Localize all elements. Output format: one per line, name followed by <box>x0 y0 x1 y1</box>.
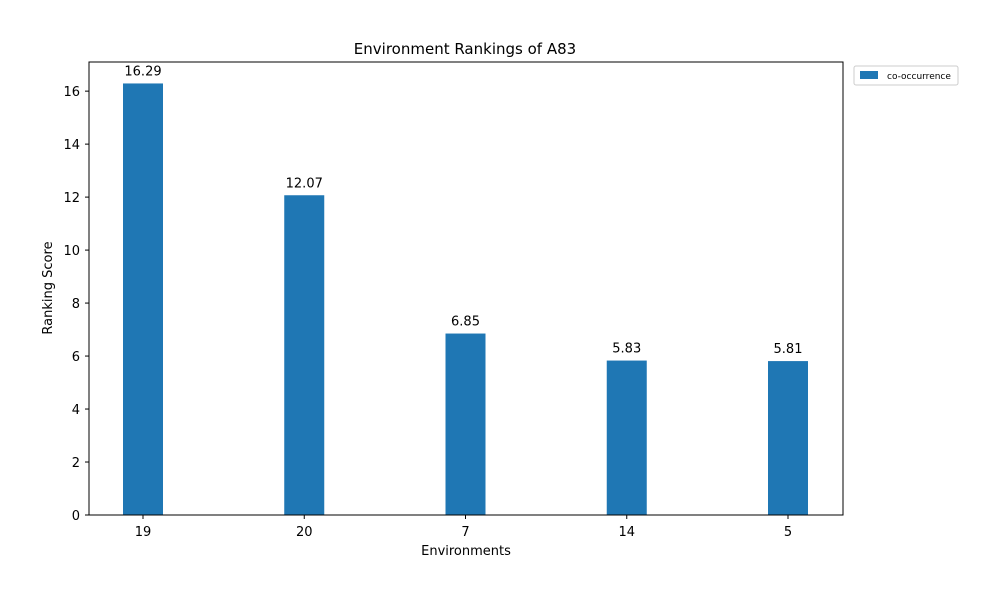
y-tick-label-12: 12 <box>63 191 80 206</box>
y-tick-label-14: 14 <box>63 138 80 153</box>
x-axis-label: Environments <box>421 544 511 559</box>
data-label-14: 5.83 <box>612 342 641 357</box>
x-axis: 19 20 7 14 5 <box>135 515 792 540</box>
bars-group <box>123 83 808 516</box>
legend-swatch <box>860 71 878 79</box>
y-tick-label-2: 2 <box>72 456 80 471</box>
y-tick-label-10: 10 <box>63 244 80 259</box>
chart-title: Environment Rankings of A83 <box>354 40 576 58</box>
x-tick-label-7: 7 <box>461 525 469 540</box>
x-tick-label-14: 14 <box>618 525 635 540</box>
data-labels-group: 16.29 12.07 6.85 5.83 5.81 <box>124 64 802 357</box>
bar-20 <box>284 195 325 516</box>
bar-14 <box>606 360 647 515</box>
legend-label: co-occurrence <box>887 72 951 82</box>
data-label-5: 5.81 <box>774 342 803 357</box>
data-label-20: 12.07 <box>286 176 323 191</box>
bar-7 <box>445 333 486 515</box>
x-tick-label-20: 20 <box>296 525 313 540</box>
y-axis: 0 2 4 6 8 10 12 14 16 <box>63 85 89 524</box>
legend-frame <box>853 65 959 86</box>
data-label-19: 16.29 <box>124 64 161 79</box>
y-tick-label-6: 6 <box>72 350 80 365</box>
x-tick-label-5: 5 <box>784 525 792 540</box>
y-tick-label-0: 0 <box>72 509 80 524</box>
data-label-7: 6.85 <box>451 315 480 330</box>
legend: co-occurrence <box>853 65 959 86</box>
y-axis-label: Ranking Score <box>41 241 56 334</box>
bar-5 <box>768 361 808 515</box>
y-tick-label-8: 8 <box>72 297 80 312</box>
y-tick-label-16: 16 <box>63 85 80 100</box>
y-tick-label-4: 4 <box>72 403 80 418</box>
x-tick-label-19: 19 <box>135 525 152 540</box>
bar-19 <box>123 83 163 516</box>
